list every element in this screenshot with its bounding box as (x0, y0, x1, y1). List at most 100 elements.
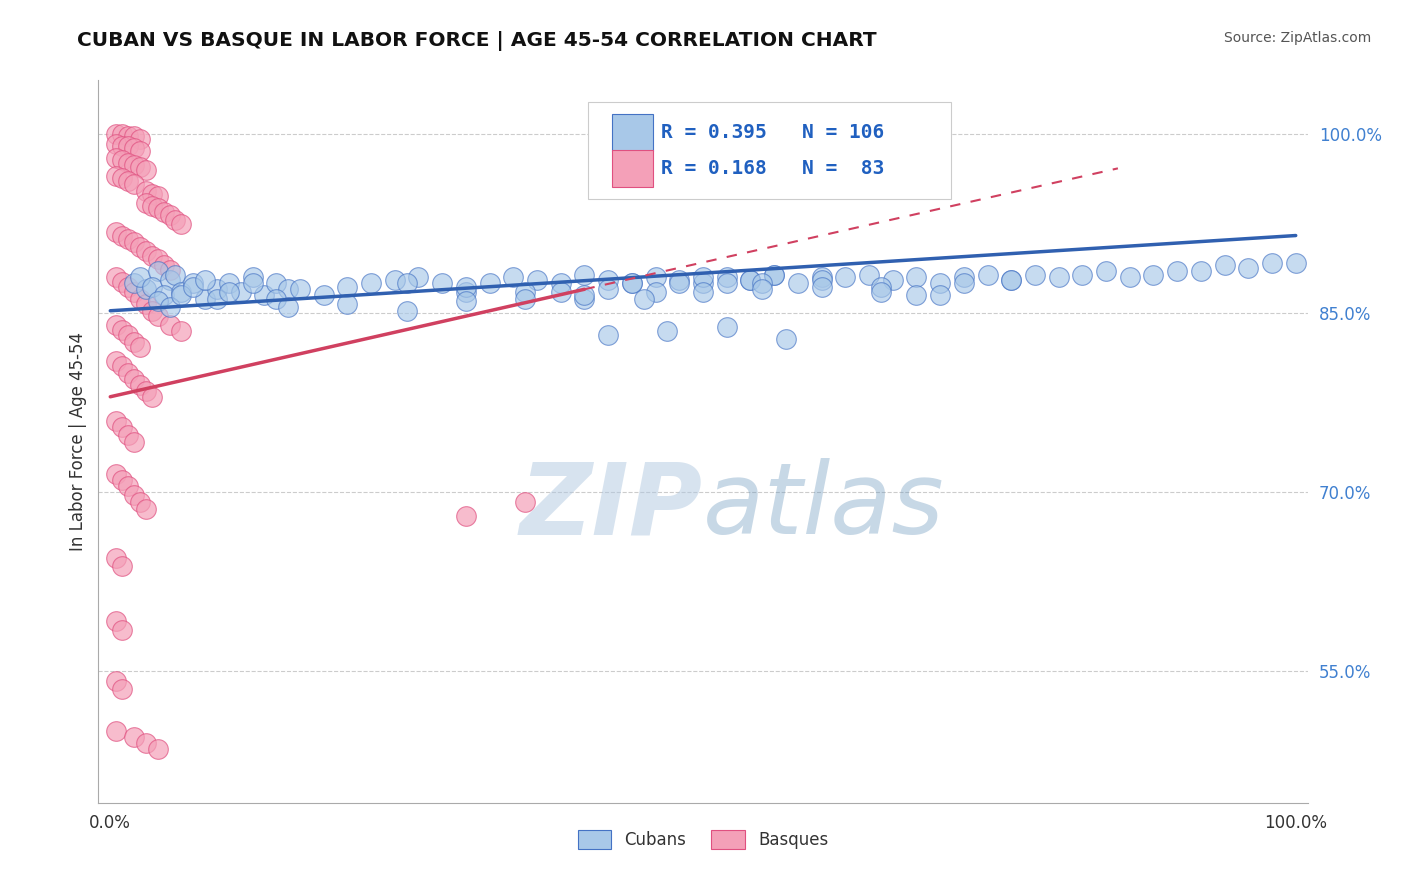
Point (454, 280, 477, 294)
Point (1189, 264, 1212, 278)
Point (288, 282, 311, 296)
Point (135, 736, 157, 750)
Point (117, 280, 139, 294)
Point (242, 270, 264, 285)
Point (181, 277, 204, 291)
Point (135, 502, 157, 516)
Point (644, 285, 666, 299)
Point (146, 264, 169, 278)
Point (111, 323, 134, 337)
Point (929, 288, 952, 302)
Point (692, 270, 714, 285)
Text: CUBAN VS BASQUE IN LABOR FORCE | AGE 45-54 CORRELATION CHART: CUBAN VS BASQUE IN LABOR FORCE | AGE 45-… (77, 31, 877, 51)
Point (159, 273, 181, 287)
Point (111, 623, 134, 637)
Point (117, 139, 139, 153)
FancyBboxPatch shape (613, 113, 654, 151)
Point (159, 263, 181, 277)
FancyBboxPatch shape (588, 102, 950, 200)
Text: ZIP: ZIP (520, 458, 703, 555)
Point (668, 273, 690, 287)
Point (122, 372, 145, 386)
Legend: Cubans, Basques: Cubans, Basques (571, 823, 835, 856)
Point (194, 273, 217, 287)
Point (786, 277, 808, 291)
Point (129, 340, 152, 354)
Point (633, 292, 655, 306)
Point (146, 309, 169, 323)
Point (135, 196, 157, 211)
Point (1047, 270, 1070, 285)
Point (478, 277, 501, 291)
Point (105, 169, 128, 183)
Point (905, 288, 928, 302)
Point (360, 277, 382, 291)
Point (117, 428, 139, 442)
Point (122, 141, 145, 155)
Point (129, 240, 152, 254)
Point (716, 277, 738, 291)
Point (146, 742, 169, 756)
Point (146, 189, 169, 203)
Point (277, 282, 299, 296)
Point (141, 303, 163, 318)
Point (598, 327, 620, 342)
Point (1213, 259, 1236, 273)
Point (454, 285, 477, 299)
Point (1071, 268, 1094, 282)
Point (515, 285, 537, 299)
Point (170, 217, 193, 231)
Point (135, 162, 157, 177)
Point (515, 292, 537, 306)
Point (312, 288, 335, 302)
Point (111, 228, 134, 243)
Point (105, 318, 128, 332)
Point (129, 495, 152, 509)
Point (194, 292, 217, 306)
Text: R = 0.168   N =  83: R = 0.168 N = 83 (661, 159, 884, 178)
Point (598, 282, 620, 296)
Point (205, 282, 228, 296)
Point (205, 292, 228, 306)
Point (111, 127, 134, 141)
Point (170, 285, 193, 299)
Point (141, 249, 163, 263)
Point (395, 303, 418, 318)
Point (526, 273, 548, 287)
Point (810, 280, 832, 294)
Point (146, 294, 169, 309)
Point (1000, 273, 1022, 287)
Point (336, 280, 359, 294)
Point (657, 324, 679, 338)
Point (117, 155, 139, 169)
Point (1142, 268, 1164, 282)
Point (135, 244, 157, 258)
Point (111, 153, 134, 168)
Point (432, 277, 454, 291)
Point (277, 300, 299, 314)
Point (105, 127, 128, 141)
Point (763, 268, 786, 282)
Point (869, 280, 891, 294)
Point (129, 132, 152, 146)
Point (111, 682, 134, 697)
Point (141, 186, 163, 201)
Point (218, 285, 240, 299)
Point (117, 173, 139, 187)
Point (117, 479, 139, 493)
Point (976, 268, 998, 282)
Point (135, 384, 157, 398)
Point (336, 296, 359, 310)
Point (751, 282, 773, 296)
Point (159, 318, 181, 332)
Point (454, 509, 477, 524)
Point (574, 288, 596, 302)
Text: Source: ZipAtlas.com: Source: ZipAtlas.com (1223, 31, 1371, 45)
Point (574, 268, 596, 282)
Point (159, 300, 181, 314)
Point (1237, 260, 1260, 275)
Point (105, 614, 128, 628)
Point (515, 495, 537, 509)
Point (105, 151, 128, 165)
Point (1166, 264, 1188, 278)
